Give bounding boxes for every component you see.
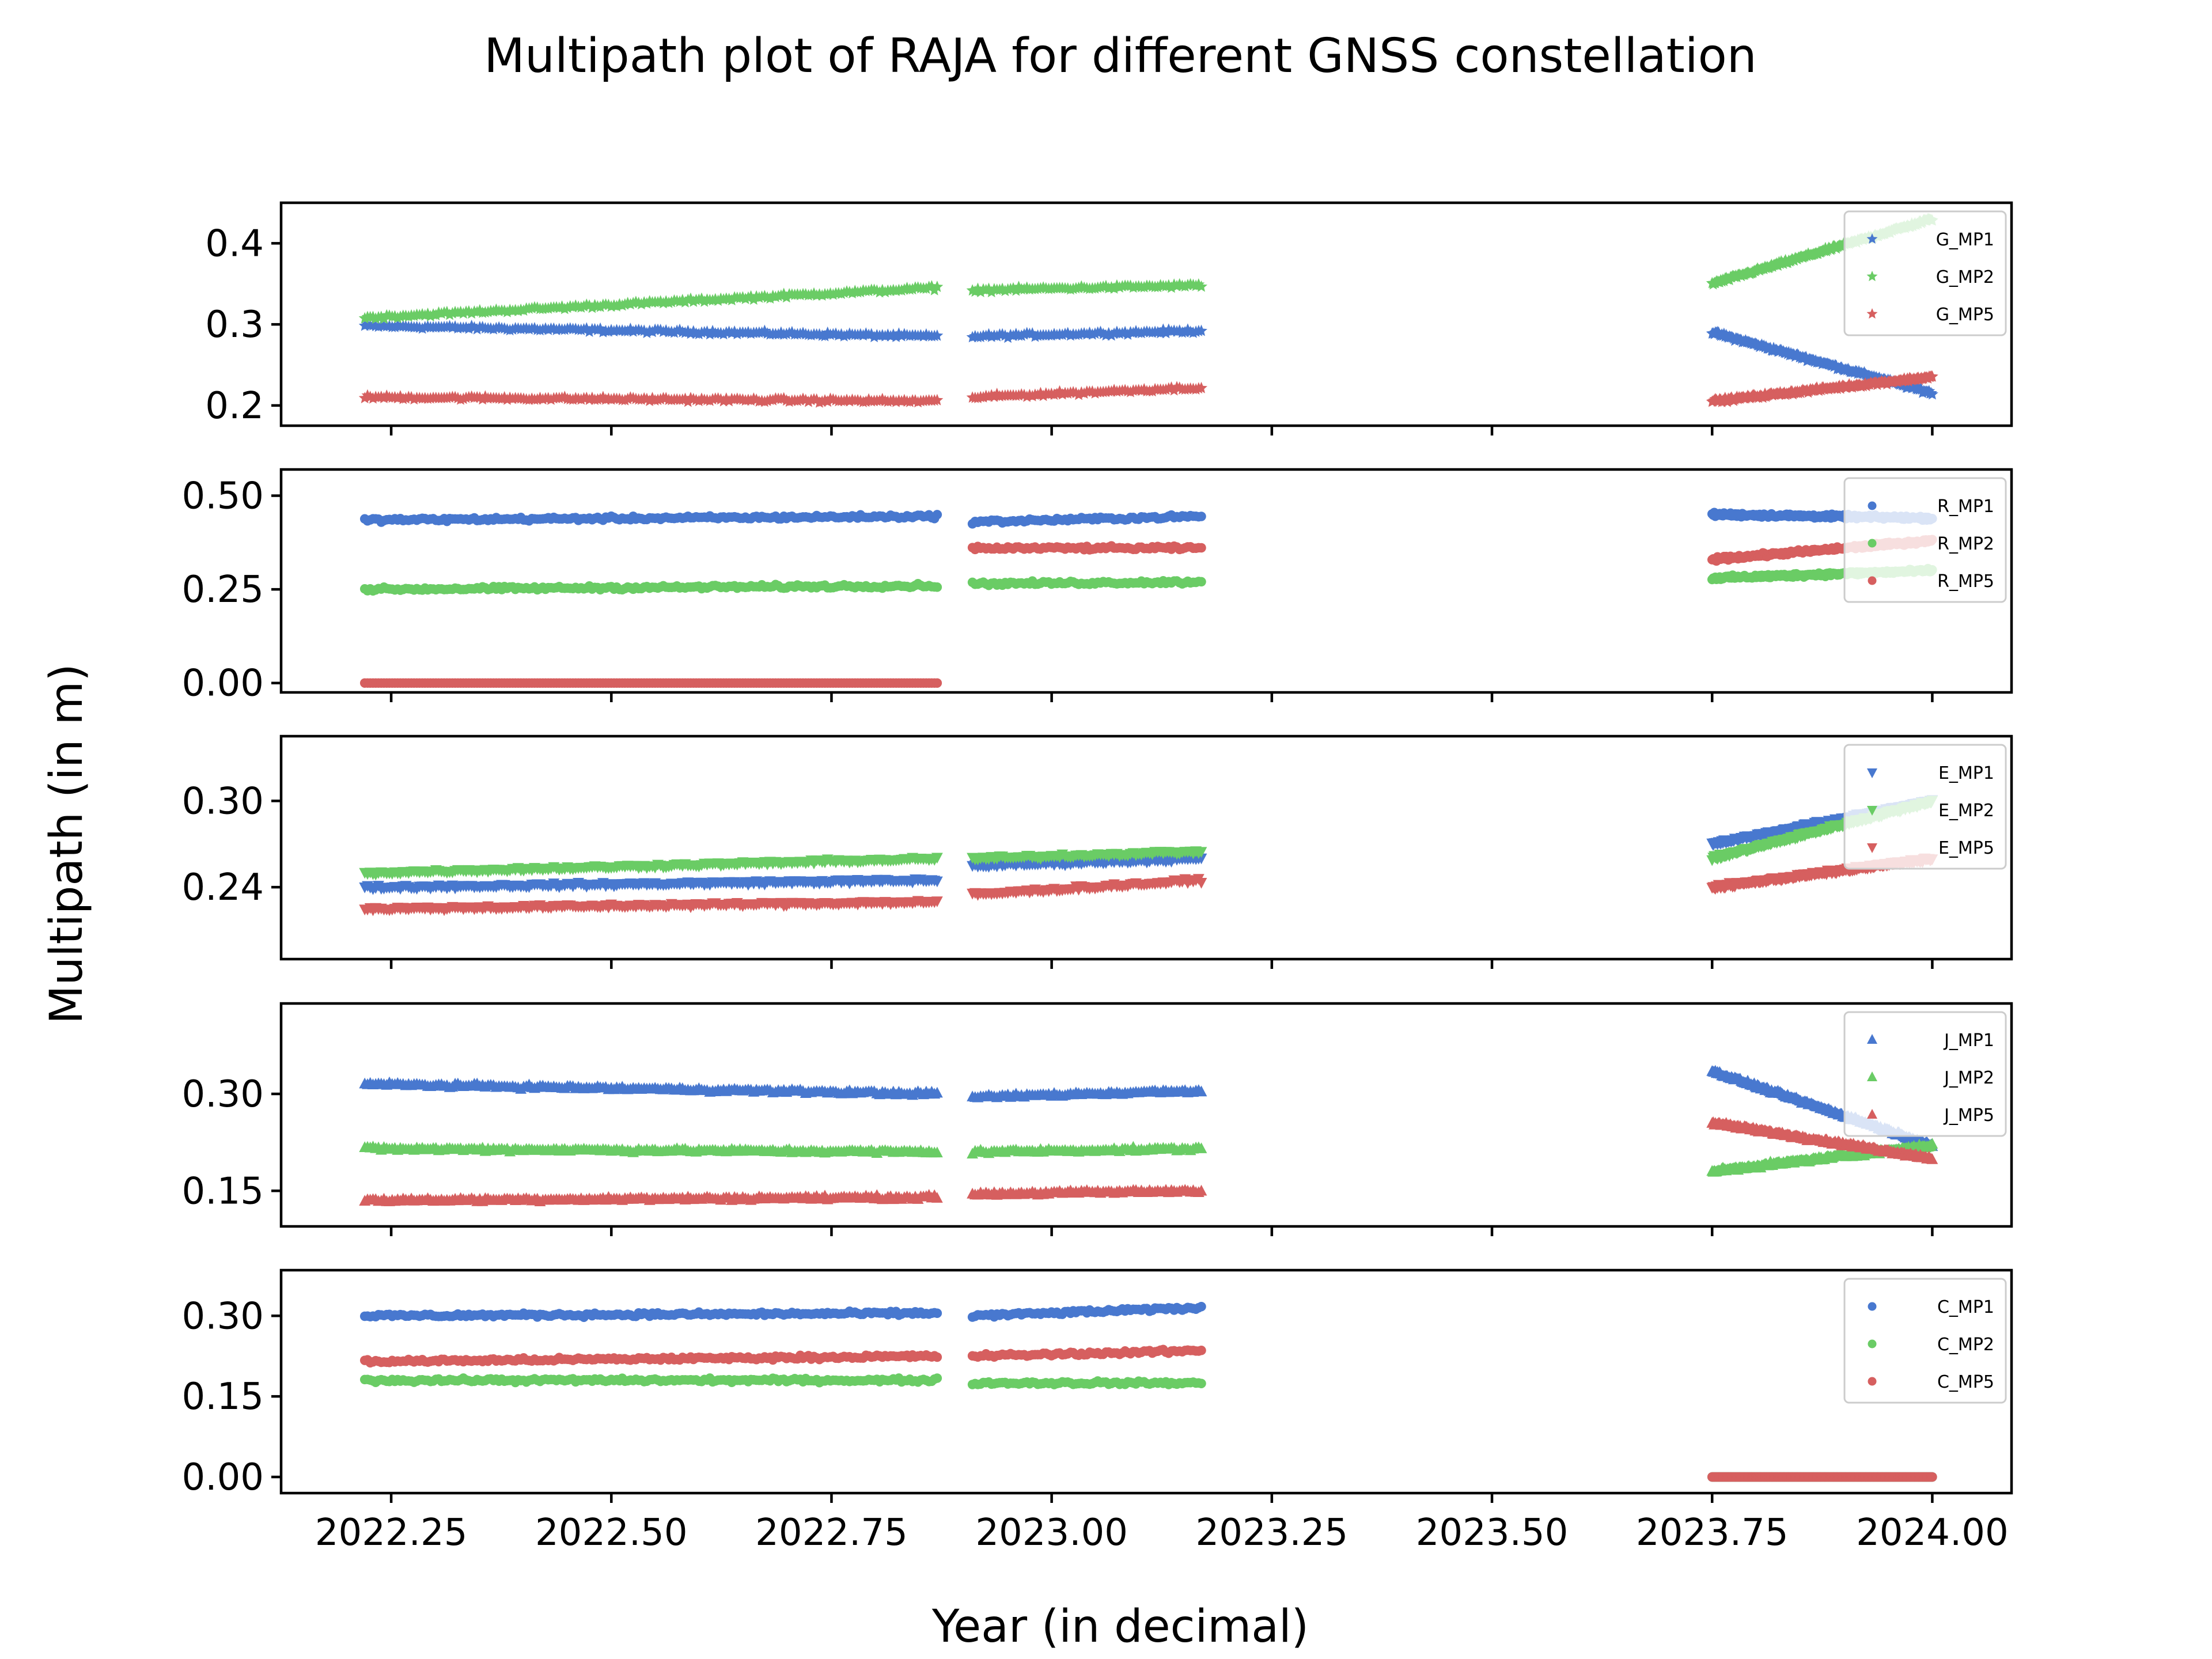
- data-point: [1195, 280, 1207, 292]
- y-tick-label: 0.00: [182, 662, 264, 705]
- legend-label: G_MP2: [1936, 267, 1994, 287]
- legend-label: G_MP5: [1936, 305, 1994, 325]
- legend-R: R_MP1 R_MP2 R_MP5: [1843, 477, 2007, 603]
- y-tick-label: 0.2: [205, 385, 264, 427]
- y-tick-label: 0.4: [205, 222, 264, 265]
- data-point: [932, 678, 942, 688]
- series-R_MP1: [359, 507, 1937, 529]
- y-axis-label: Multipath (in m): [41, 664, 93, 1024]
- panel-R: 0.00 0.25 0.50 R_MP1 R_MP2 R_MP5: [182, 468, 2013, 705]
- legend-E: E_MP1 E_MP2 E_MP5: [1843, 744, 2007, 870]
- x-axis-label: Year (in decimal): [931, 1601, 1309, 1653]
- data-point: [931, 329, 944, 341]
- series-G_MP5: [358, 370, 1938, 408]
- series-R_MP5: [359, 535, 1937, 688]
- y-tick-label: 0.25: [182, 569, 264, 611]
- legend-label: E_MP1: [1938, 763, 1994, 783]
- series-R_MP2: [359, 563, 1937, 596]
- series-E_MP2: [359, 796, 1938, 881]
- legend-marker: [1868, 576, 1877, 585]
- y-tick-label: 0.24: [182, 866, 264, 909]
- legend-label: E_MP2: [1938, 801, 1994, 821]
- legend-G: G_MP1 G_MP2 G_MP5: [1843, 210, 2007, 336]
- y-tick-label: 0.3: [205, 304, 264, 346]
- panel-E: 0.24 0.30 E_MP1 E_MP2 E_MP5: [182, 734, 2013, 969]
- legend-label: R_MP2: [1937, 534, 1994, 554]
- legend-label: E_MP5: [1938, 838, 1994, 858]
- panels-group: 0.2 0.3 0.4 G_MP1 G_MP2 G_MP5 0.00 0.25 0.50 R_MP…: [182, 201, 2013, 1554]
- y-tick-label: 0.30: [182, 780, 264, 823]
- data-point: [444, 308, 456, 320]
- series-J_MP1: [359, 1065, 1938, 1152]
- data-point: [931, 281, 944, 292]
- legend-label: G_MP1: [1936, 230, 1994, 250]
- data-point: [932, 510, 942, 520]
- y-tick-label: 0.50: [182, 475, 264, 518]
- legend-marker: [1868, 539, 1877, 548]
- legend-label: R_MP5: [1937, 571, 1994, 592]
- data-point: [1196, 577, 1206, 587]
- data-point: [703, 394, 716, 406]
- data-point: [932, 582, 942, 592]
- data-point: [931, 393, 944, 406]
- legend-marker: [1868, 501, 1877, 510]
- data-point: [1196, 543, 1206, 553]
- panel-G: 0.2 0.3 0.4 G_MP1 G_MP2 G_MP5: [205, 201, 2013, 435]
- series-G_MP2: [358, 213, 1938, 324]
- data-point: [1195, 324, 1207, 336]
- chart-title: Multipath plot of RAJA for different GNS…: [484, 29, 1757, 84]
- data-point: [1196, 512, 1206, 521]
- legend-label: R_MP1: [1937, 497, 1994, 517]
- data-point: [1926, 388, 1938, 400]
